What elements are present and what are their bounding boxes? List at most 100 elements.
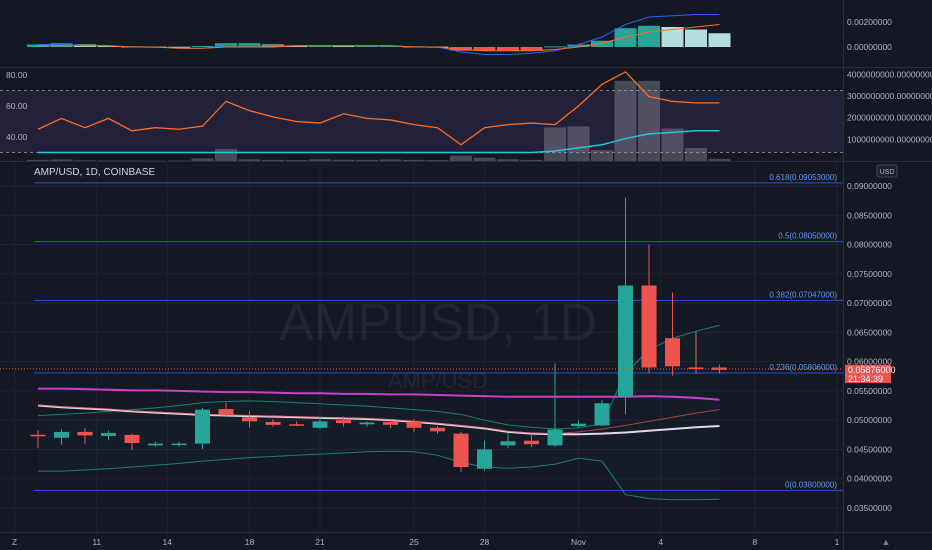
price-tick-label: 0.04500000 — [847, 444, 892, 454]
volume-bar — [638, 80, 660, 161]
watermark-symbol: AMPUSD, 1D — [279, 294, 597, 352]
price-tick-label: 0.09000000 — [847, 181, 892, 191]
time-tick-label: Z — [12, 537, 17, 547]
macd-bar — [215, 43, 237, 47]
macd-bar — [497, 47, 519, 51]
candle-body — [218, 409, 234, 415]
volume-bar — [473, 157, 496, 161]
macd-bar — [379, 45, 402, 47]
macd-bar — [191, 46, 214, 47]
price-tick-label: 0.05000000 — [847, 415, 892, 425]
currency-badge-box — [876, 164, 898, 178]
macd-lines — [38, 14, 720, 55]
candle-body — [500, 441, 516, 446]
price-y-axis[interactable]: 0.03500000 0.04000000 0.04500000 0.05000000… — [847, 181, 892, 513]
macd-bar — [238, 43, 261, 47]
macd-signal-line — [38, 24, 720, 52]
macd-bar — [450, 47, 472, 51]
candle-body — [30, 434, 46, 437]
candle-body — [665, 338, 680, 367]
candle-body — [524, 440, 539, 445]
candlesticks[interactable] — [0, 197, 843, 472]
volume-y-axis: 1000000000.00000000 2000000000.00000000 30… — [847, 69, 932, 144]
bollinger-lower — [38, 450, 720, 501]
macd-bar — [50, 43, 73, 47]
last-price-tag: 0.05876000 21:34:39 — [845, 364, 896, 384]
candle-body — [359, 422, 375, 425]
volume-bar — [567, 126, 590, 161]
rsi-y-axis: 40.00 60.00 80.00 — [6, 70, 28, 142]
macd-bar — [97, 45, 120, 47]
volume-bar — [285, 160, 308, 161]
price-tick-label: 0.07000000 — [847, 298, 892, 308]
price-pane[interactable]: AMPUSD, 1D AMP/USD 0.618(0.09053000) 0.5(… — [0, 161, 898, 532]
rsi-line — [37, 71, 720, 146]
volume-bar — [403, 159, 425, 161]
price-tick-label: 0.07500000 — [847, 269, 892, 279]
volume-bar — [50, 159, 73, 161]
time-tick-label: 1 — [835, 537, 840, 547]
candle-body — [641, 285, 657, 368]
time-axis[interactable]: Z 11 14 18 21 25 28 Nov 4 8 1 — [12, 537, 840, 547]
volume-bar — [661, 128, 684, 161]
ema-line — [37, 404, 720, 435]
rsi-tick-label: 40.00 — [6, 132, 28, 142]
candle-body — [195, 409, 210, 444]
chart-settings-icon[interactable]: ▲ — [882, 537, 891, 547]
candle-body — [54, 431, 69, 438]
price-tick-label: 0.04000000 — [847, 474, 892, 484]
candle-body — [148, 443, 163, 446]
ma-fast-line — [38, 387, 720, 401]
macd-tick-label: 0.00000000 — [847, 42, 892, 52]
volume-bar — [426, 160, 449, 161]
volume-bar — [685, 148, 707, 161]
candle-body — [383, 421, 398, 425]
time-tick-label: Nov — [571, 537, 587, 547]
volume-bar — [356, 159, 378, 161]
symbol-label[interactable]: AMP/USD, 1D, COINBASE — [34, 167, 155, 178]
fib-level-label: 0(0.03800000) — [785, 480, 837, 489]
macd-bar — [309, 45, 331, 47]
fibonacci-levels[interactable]: 0.618(0.09053000) 0.5(0.08050000) 0.382(0.… — [34, 173, 843, 491]
candle-body — [265, 421, 281, 425]
time-tick-label: 14 — [163, 537, 173, 547]
price-tick-label: 0.08500000 — [847, 210, 892, 220]
macd-bar — [638, 25, 660, 47]
rsi-band — [0, 90, 843, 153]
time-tick-label: 18 — [245, 537, 255, 547]
candle-body — [242, 417, 257, 422]
volume-bars — [27, 80, 731, 161]
macd-bar — [168, 46, 190, 48]
rsi-signal-line — [38, 130, 720, 154]
price-tick-label: 0.08000000 — [847, 240, 892, 250]
candle-body — [77, 431, 93, 436]
price-tick-label: 0.06000000 — [847, 357, 892, 367]
macd-pane[interactable]: 0.00000000 0.00200000 — [27, 14, 892, 55]
volume-bar — [191, 158, 214, 161]
candle-body — [312, 421, 328, 428]
candle-body — [594, 403, 610, 426]
volume-bar — [520, 159, 543, 161]
volume-tick-label: 4000000000.00000000 — [847, 69, 932, 79]
candle-body — [547, 429, 563, 446]
rsi-tick-label: 80.00 — [6, 70, 28, 80]
time-tick-label: 11 — [92, 537, 101, 547]
currency-badge[interactable]: USD — [876, 164, 898, 178]
volume-bar — [74, 160, 96, 161]
volume-bar — [309, 159, 331, 161]
rsi-pane[interactable]: 40.00 60.00 80.00 1000000000.00000000 20000… — [0, 69, 932, 161]
candle-body — [430, 427, 445, 432]
fib-level-label: 0.236(0.05806000) — [769, 363, 837, 372]
candle-body — [477, 449, 492, 469]
volume-tick-label: 1000000000.00000000 — [847, 134, 932, 144]
candle-body — [289, 424, 304, 426]
macd-bar — [661, 27, 684, 47]
bar-countdown: 21:34:39 — [848, 374, 883, 384]
volume-bar — [379, 159, 402, 161]
volume-bar — [544, 127, 566, 161]
candle-body — [571, 423, 586, 427]
rsi-tick-label: 60.00 — [6, 101, 28, 111]
last-price-box — [845, 364, 891, 383]
